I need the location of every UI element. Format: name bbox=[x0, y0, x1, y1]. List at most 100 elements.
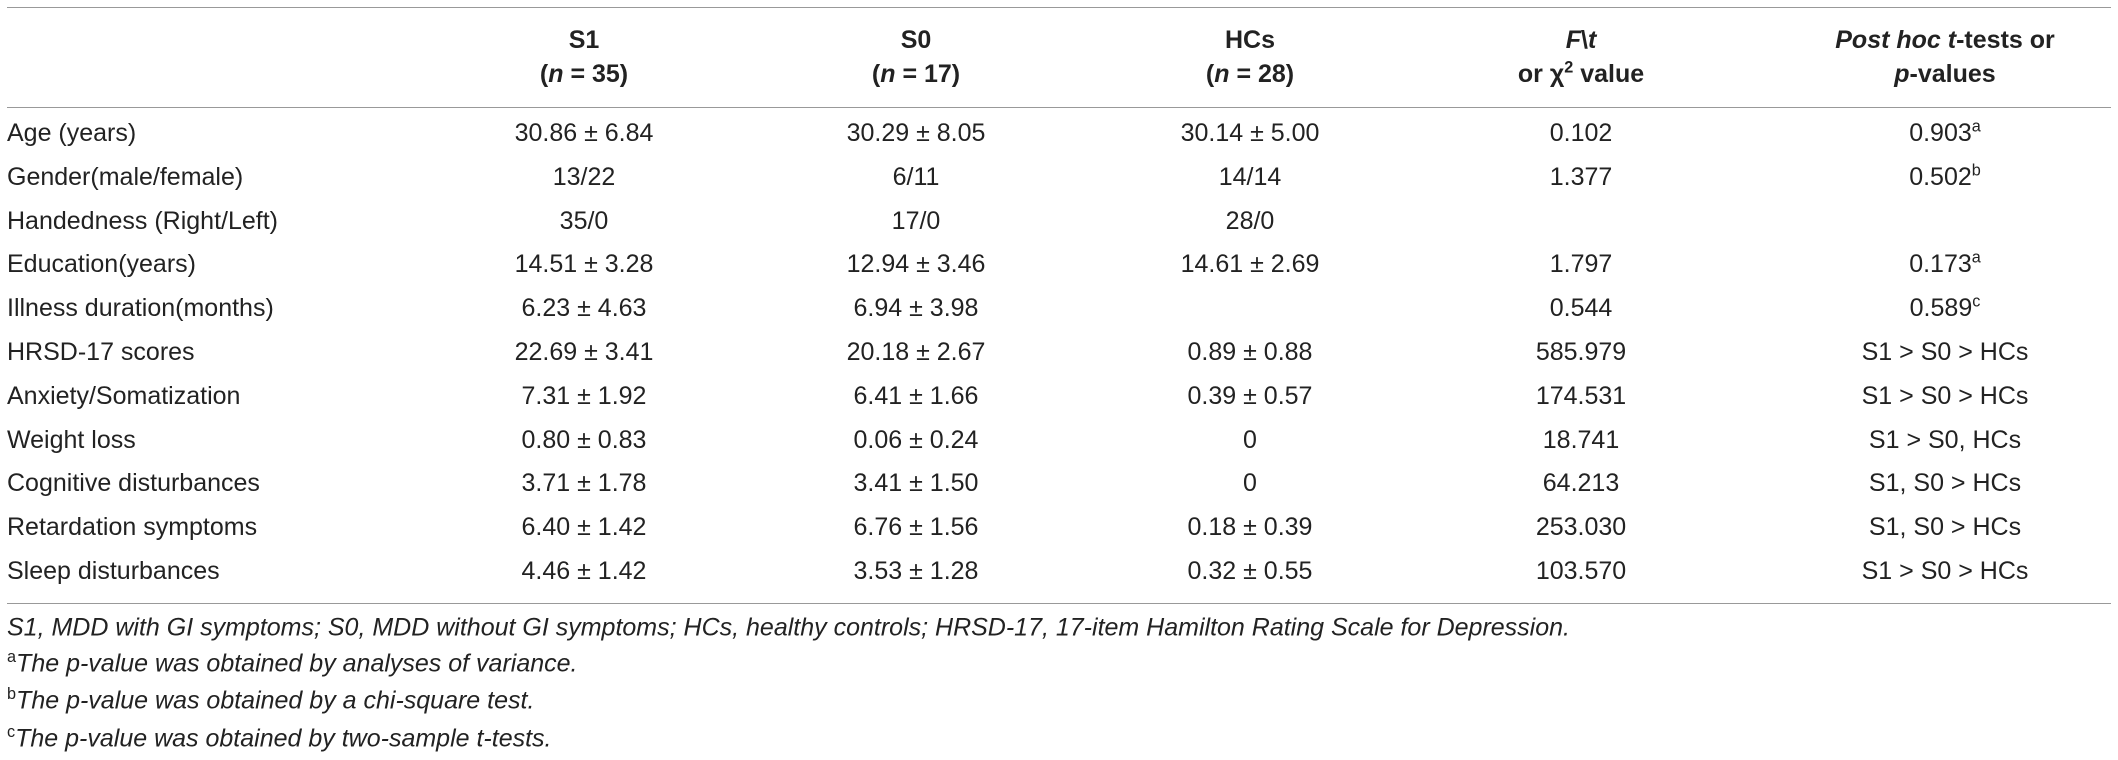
table-cell: 103.570 bbox=[1535, 557, 1627, 585]
cell-superscript: c bbox=[1972, 292, 1981, 311]
header-text: t bbox=[1587, 26, 1597, 54]
header-text: ( bbox=[539, 60, 549, 88]
row-label: Gender(male/female) bbox=[7, 162, 244, 191]
header-text: value bbox=[1573, 60, 1645, 88]
table-cell: 14.51 ± 3.28 bbox=[514, 250, 654, 279]
footnote-text: The p-value was obtained by analyses of … bbox=[16, 649, 578, 678]
table-cell: 0.502b bbox=[1909, 162, 1981, 192]
table-cell: 1.377 bbox=[1549, 162, 1613, 191]
cell-superscript: a bbox=[1971, 117, 1981, 136]
table-cell: 13/22 bbox=[552, 162, 616, 191]
table-cell: 585.979 bbox=[1535, 338, 1627, 366]
table-cell: 17/0 bbox=[891, 206, 941, 235]
table-cell: 20.18 ± 2.67 bbox=[846, 338, 986, 366]
row-label: HRSD-17 scores bbox=[7, 338, 195, 366]
table-cell: 0.102 bbox=[1549, 119, 1613, 147]
header-text: ( bbox=[1205, 60, 1215, 88]
header-text: -tests or bbox=[1956, 26, 2055, 54]
footnote-mark: b bbox=[7, 684, 17, 703]
bottom-rule bbox=[7, 603, 2111, 604]
header-cell: S0 (n = 17) bbox=[872, 23, 960, 91]
table-cell: 0.06 ± 0.24 bbox=[853, 425, 979, 454]
table-cell: 14.61 ± 2.69 bbox=[1180, 250, 1320, 279]
cell-value: 0.502 bbox=[1909, 162, 1972, 191]
table-cell: 3.71 ± 1.78 bbox=[521, 469, 647, 498]
table-cell: 30.86 ± 6.84 bbox=[514, 119, 654, 147]
row-label: Handedness (Right/Left) bbox=[7, 206, 278, 235]
footnote-text: The p-value was obtained by a chi-square… bbox=[16, 686, 535, 715]
table-cell: 18.741 bbox=[1542, 425, 1620, 454]
header-text: t bbox=[1947, 26, 1957, 54]
header-text: n bbox=[880, 60, 896, 88]
table-cell: 22.69 ± 3.41 bbox=[514, 338, 654, 366]
table-cell: 4.46 ± 1.42 bbox=[521, 557, 647, 585]
header-cell: F\t or χ2 value bbox=[1518, 23, 1644, 91]
cell-superscript: b bbox=[1971, 161, 1981, 180]
table-cell: 0.903a bbox=[1909, 118, 1981, 148]
table-cell: S1 > S0 > HCs bbox=[1861, 381, 2029, 410]
table-cell: 12.94 ± 3.46 bbox=[846, 250, 986, 279]
header-text: n bbox=[548, 60, 564, 88]
table-cell: 253.030 bbox=[1535, 513, 1627, 542]
table-cell: 6.41 ± 1.66 bbox=[853, 381, 979, 410]
footnote-text: S1, MDD with GI symptoms; S0, MDD withou… bbox=[7, 613, 1570, 642]
footnote: S1, MDD with GI symptoms; S0, MDD withou… bbox=[7, 614, 1570, 643]
footnote: aThe p-value was obtained by analyses of… bbox=[7, 647, 578, 679]
header-text: ( bbox=[871, 60, 881, 88]
footnote-mark: a bbox=[7, 647, 17, 666]
header-text: Post hoc bbox=[1835, 26, 1941, 54]
header-text: n bbox=[1214, 60, 1230, 88]
table-cell: 30.29 ± 8.05 bbox=[846, 119, 986, 147]
table-cell: 64.213 bbox=[1542, 469, 1620, 498]
header-text: S1 bbox=[568, 26, 600, 54]
row-label: Cognitive disturbances bbox=[7, 469, 260, 498]
table-cell: 6/11 bbox=[892, 162, 940, 191]
table-cell: S1 > S0 > HCs bbox=[1861, 338, 2029, 366]
table-cell: 0.544 bbox=[1549, 294, 1613, 323]
table-cell: 28/0 bbox=[1225, 206, 1275, 235]
table-cell: 14/14 bbox=[1218, 162, 1282, 191]
table-cell: 3.41 ± 1.50 bbox=[853, 469, 979, 498]
table-cell: 0.80 ± 0.83 bbox=[521, 425, 647, 454]
table-cell: 1.797 bbox=[1549, 250, 1613, 279]
header-text: HCs bbox=[1224, 26, 1276, 54]
cell-value: 0.173 bbox=[1909, 250, 1972, 279]
table-cell: S1, S0 > HCs bbox=[1868, 469, 2022, 498]
header-text: -values bbox=[1909, 60, 1996, 88]
table-cell: 6.40 ± 1.42 bbox=[521, 513, 647, 542]
table-cell: 7.31 ± 1.92 bbox=[521, 381, 647, 410]
cell-value: 0.903 bbox=[1909, 119, 1972, 147]
table-cell: 174.531 bbox=[1535, 381, 1627, 410]
footnote: bThe p-value was obtained by a chi-squar… bbox=[7, 684, 535, 716]
row-label: Anxiety/Somatization bbox=[7, 381, 241, 410]
table-cell: 0.32 ± 0.55 bbox=[1187, 557, 1313, 585]
table-cell: 30.14 ± 5.00 bbox=[1180, 119, 1320, 147]
row-label: Retardation symptoms bbox=[7, 513, 258, 542]
row-label: Illness duration(months) bbox=[7, 294, 274, 323]
table-cell: 0.173a bbox=[1909, 249, 1981, 279]
header-text: 2 bbox=[1564, 58, 1574, 77]
table-cell: 6.23 ± 4.63 bbox=[521, 294, 647, 323]
table-cell: 3.53 ± 1.28 bbox=[853, 557, 979, 585]
footnote: cThe p-value was obtained by two-sample … bbox=[7, 722, 552, 754]
header-text: = 28) bbox=[1229, 60, 1295, 88]
header-text: F bbox=[1565, 26, 1581, 54]
header-text bbox=[1941, 26, 1948, 54]
header-cell: S1 (n = 35) bbox=[540, 23, 628, 91]
cell-superscript: a bbox=[1971, 248, 1981, 267]
table-cell: S1, S0 > HCs bbox=[1868, 513, 2022, 542]
row-label: Weight loss bbox=[7, 425, 136, 454]
header-text: \ bbox=[1580, 26, 1588, 54]
table-cell: 0 bbox=[1243, 425, 1257, 454]
top-rule bbox=[7, 7, 2111, 8]
table-cell: 0 bbox=[1243, 469, 1257, 498]
header-text: = 35) bbox=[563, 60, 629, 88]
table-cell: 6.94 ± 3.98 bbox=[853, 294, 979, 323]
table-cell: 6.76 ± 1.56 bbox=[853, 513, 979, 542]
footnote-mark: c bbox=[7, 722, 16, 741]
table-cell: S1 > S0 > HCs bbox=[1861, 557, 2029, 585]
row-label: Sleep disturbances bbox=[7, 557, 220, 585]
table-cell: 0.18 ± 0.39 bbox=[1187, 513, 1313, 542]
row-label: Education(years) bbox=[7, 250, 196, 279]
